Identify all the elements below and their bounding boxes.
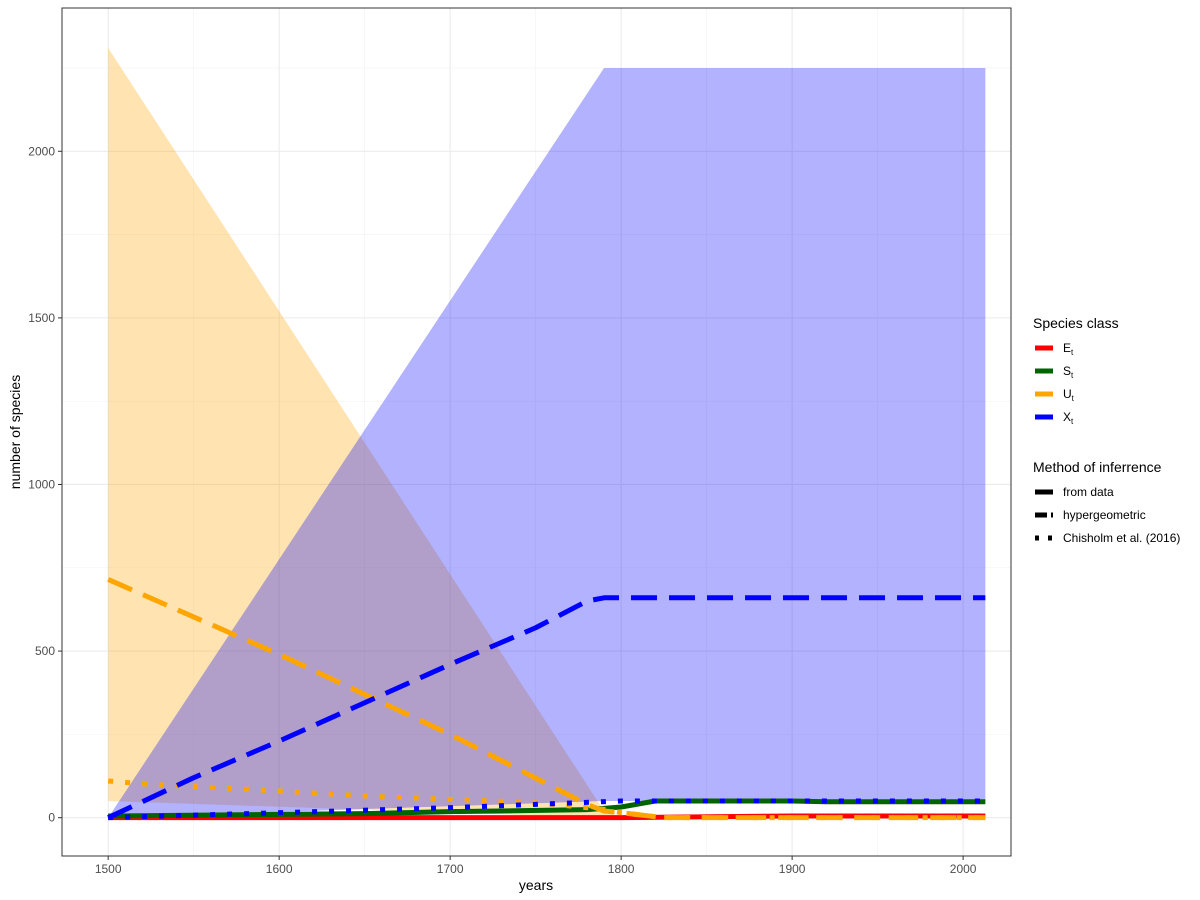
plot-border <box>61 7 1012 857</box>
legend-title-method: Method of inferrence <box>1033 459 1162 475</box>
ribbons <box>108 47 986 818</box>
legend-label-dashed: hypergeometric <box>1063 508 1146 522</box>
x-axis-title: years <box>519 877 553 893</box>
y-axis-title: number of species <box>7 375 23 489</box>
y-tick-label: 1500 <box>28 311 55 325</box>
legend-label-e: Et <box>1063 341 1074 357</box>
legend-label-subscript: t <box>1071 371 1074 380</box>
y-tick-label: 1000 <box>28 477 55 491</box>
legend-label-subscript: t <box>1071 348 1074 357</box>
legend-label-subscript: t <box>1072 394 1075 403</box>
legend-label-s: St <box>1063 364 1074 380</box>
ribbon-u <box>108 47 986 818</box>
x-tick-label: 1800 <box>608 862 635 876</box>
x-tick-label: 1600 <box>266 862 293 876</box>
ribbon-x <box>108 67 986 818</box>
series-x-dashed <box>107 595 986 820</box>
x-tick-label: 1700 <box>437 862 464 876</box>
legend: Species class Et St Ut Xt Method of inferrenc… <box>1033 315 1180 545</box>
legend-label-u: Ut <box>1063 387 1075 403</box>
series-s-solid <box>108 798 986 819</box>
legend-label-subscript: t <box>1071 417 1074 426</box>
series-x-dotted <box>108 798 986 821</box>
x-tick-label: 1500 <box>95 862 122 876</box>
legend-label-dotted: Chisholm et al. (2016) <box>1063 531 1180 545</box>
x-tick-label: 2000 <box>950 862 977 876</box>
series-lines <box>107 577 986 821</box>
legend-title-species-class: Species class <box>1033 315 1119 331</box>
legend-label-solid: from data <box>1063 485 1114 499</box>
series-u-dashed <box>107 577 986 821</box>
y-tick-label: 2000 <box>28 144 55 158</box>
y-tick-label: 500 <box>35 644 55 658</box>
legend-label-x: Xt <box>1063 410 1074 426</box>
x-tick-label: 1900 <box>779 862 806 876</box>
axes: 1500 1600 1700 1800 1900 2000 0 500 1000 1500 2000 <box>28 144 976 876</box>
grid <box>62 8 1011 856</box>
plot-panel <box>62 8 1011 856</box>
y-tick-label: 0 <box>48 811 55 825</box>
